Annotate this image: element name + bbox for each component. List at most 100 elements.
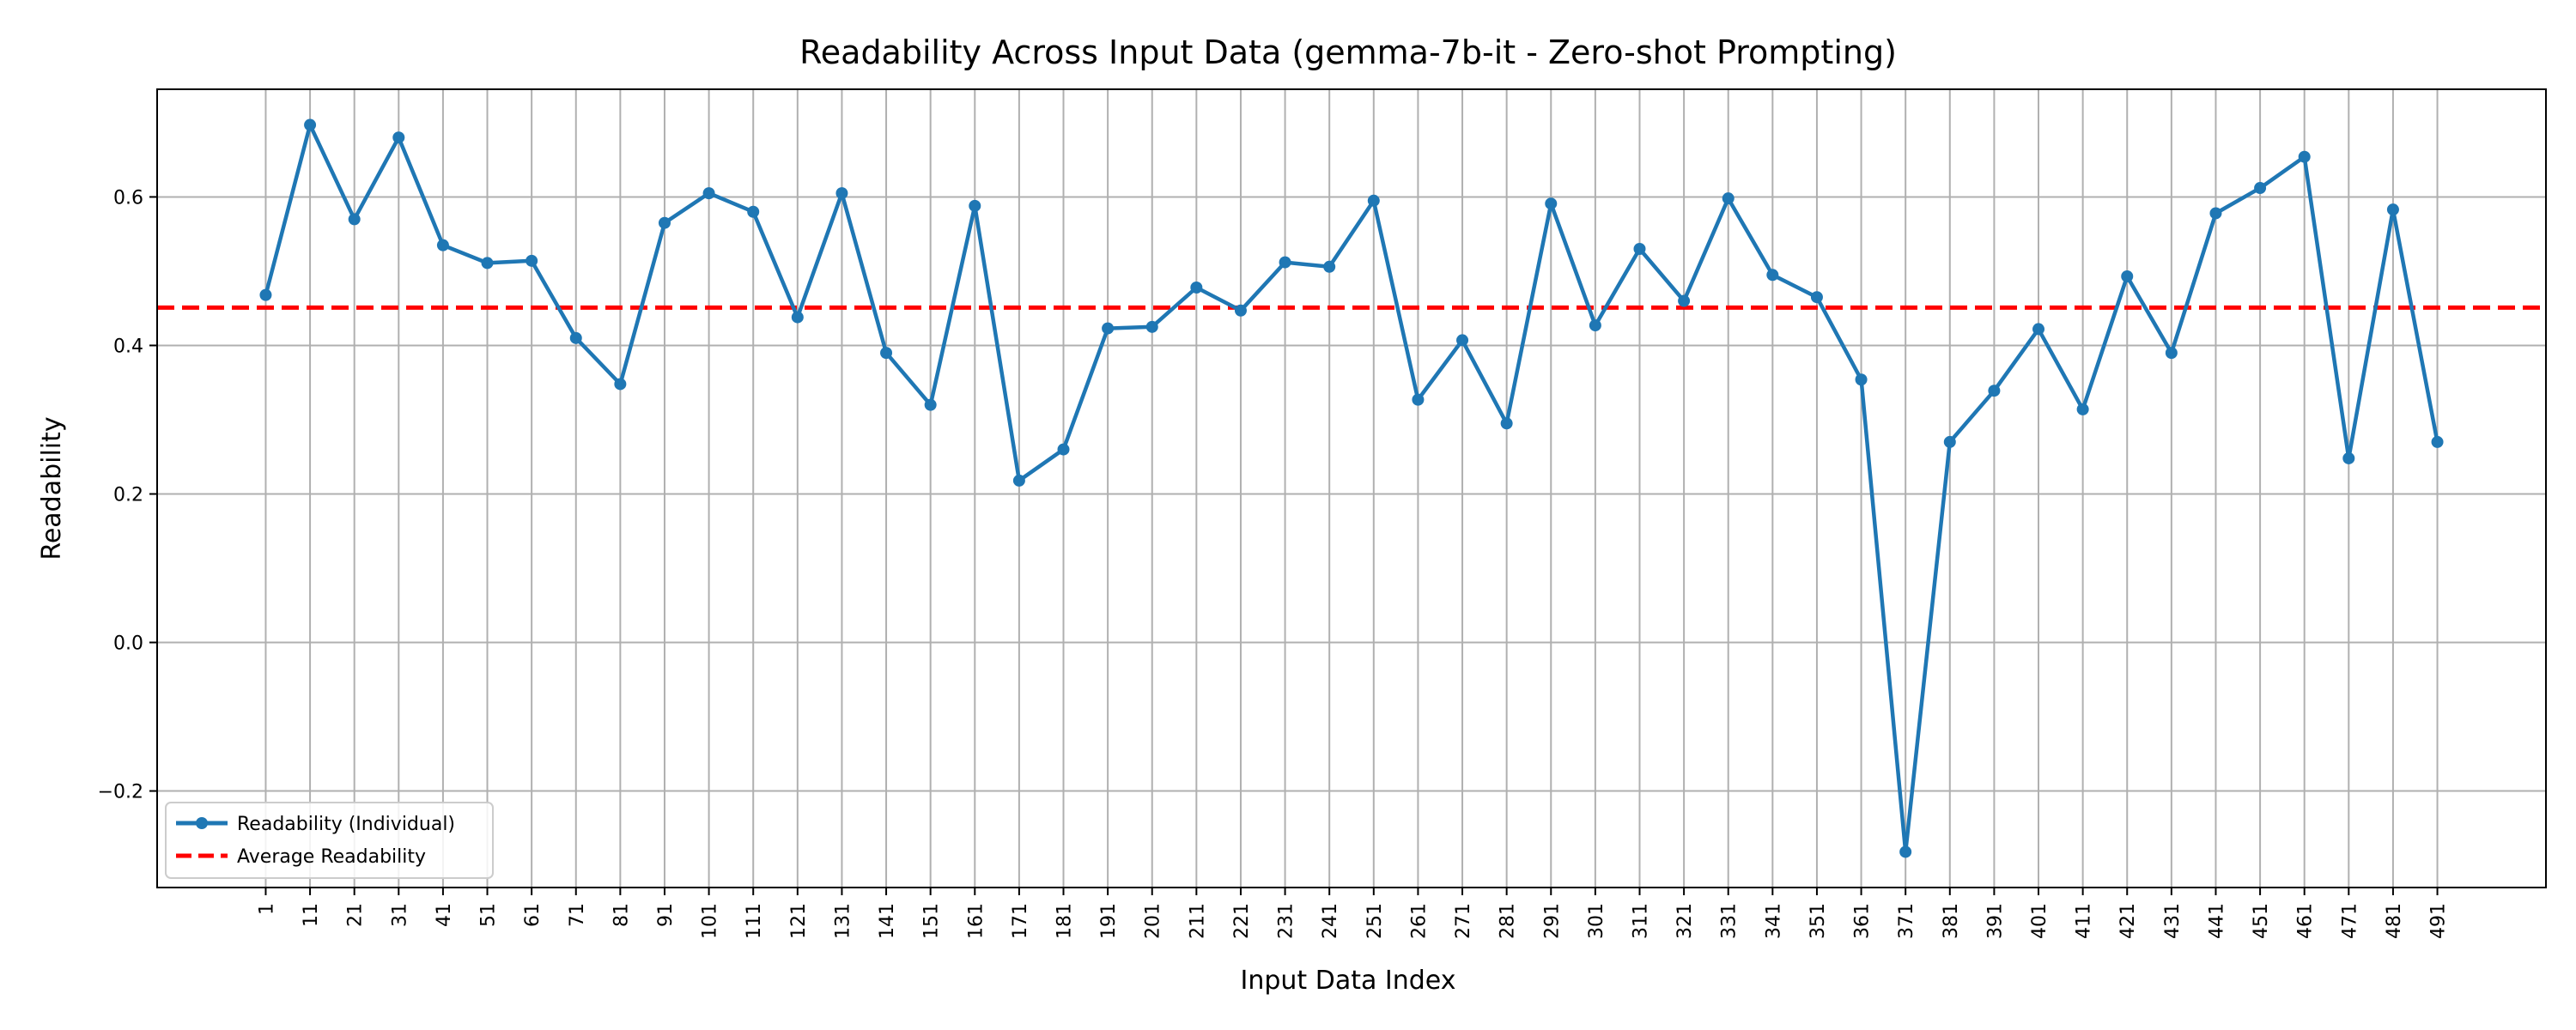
x-tick-label: 61 xyxy=(522,903,544,927)
y-tick-label: −0.2 xyxy=(98,782,143,803)
x-tick-label: 11 xyxy=(301,903,322,927)
readability-point xyxy=(569,331,582,344)
readability-point xyxy=(614,378,627,391)
x-tick-label: 101 xyxy=(700,903,721,939)
readability-point xyxy=(969,199,981,212)
readability-point xyxy=(702,187,715,200)
x-tick-label: 391 xyxy=(1984,903,2006,939)
readability-series-line xyxy=(264,123,2439,854)
x-tick-label: 311 xyxy=(1630,903,1651,939)
readability-point xyxy=(1500,417,1513,430)
legend-box xyxy=(165,802,494,879)
x-tick-label: 261 xyxy=(1408,903,1430,939)
x-tick-label: 411 xyxy=(2074,903,2095,939)
x-tick-label: 21 xyxy=(345,903,367,927)
x-tick-label: 471 xyxy=(2339,903,2360,939)
readability-point xyxy=(2121,270,2134,283)
readability-point xyxy=(1589,319,1601,332)
readability-point xyxy=(2342,451,2355,464)
x-tick-label: 1 xyxy=(256,903,277,915)
x-axis-label: Input Data Index xyxy=(1241,966,1456,996)
y-tick-label: 0.2 xyxy=(113,484,143,506)
readability-point xyxy=(304,118,317,131)
x-tick-label: 271 xyxy=(1453,903,1474,939)
readability-point xyxy=(1810,291,1823,304)
x-tick-label: 361 xyxy=(1852,903,1874,939)
readability-point xyxy=(2209,207,2222,220)
readability-point xyxy=(1678,294,1691,307)
x-tick-label: 81 xyxy=(611,903,632,927)
readability-point xyxy=(1279,256,1291,269)
x-tick-label: 161 xyxy=(965,903,987,939)
x-tick-label: 431 xyxy=(2162,903,2184,939)
readability-point xyxy=(1988,385,2001,397)
legend: Readability (Individual) Average Readabi… xyxy=(165,802,494,879)
readability-point xyxy=(1234,304,1247,317)
x-tick-label: 121 xyxy=(788,903,810,939)
x-tick-label: 181 xyxy=(1054,903,1076,939)
x-tick-label: 221 xyxy=(1231,903,1253,939)
readability-point xyxy=(259,288,272,301)
x-tick-label: 231 xyxy=(1276,903,1297,939)
readability-point xyxy=(2254,182,2267,195)
readability-point xyxy=(2165,347,2178,360)
x-tick-label: 71 xyxy=(567,903,588,927)
x-tick-label: 41 xyxy=(434,903,455,927)
x-tick-label: 461 xyxy=(2295,903,2317,939)
legend-marker-individual xyxy=(196,817,208,829)
readability-point xyxy=(1145,320,1158,333)
readability-point xyxy=(791,311,804,324)
x-tick-label: 281 xyxy=(1498,903,1519,939)
readability-point xyxy=(835,187,848,200)
chart-title: Readability Across Input Data (gemma-7b-… xyxy=(799,33,1897,71)
x-tick-label: 351 xyxy=(1807,903,1829,939)
x-tick-label: 131 xyxy=(832,903,854,939)
x-tick-label: 301 xyxy=(1586,903,1607,939)
readability-point xyxy=(1012,474,1025,487)
x-ticks: 1 11 21 31 41 51 61 71 81 91 101 111 121 131 141 151 161… xyxy=(256,888,2450,939)
x-tick-label: 481 xyxy=(2384,903,2405,939)
x-tick-label: 151 xyxy=(921,903,943,939)
readability-point xyxy=(2032,323,2045,336)
readability-point xyxy=(1323,260,1336,273)
x-tick-label: 381 xyxy=(1941,903,1962,939)
x-tick-label: 321 xyxy=(1674,903,1696,939)
readability-point xyxy=(2431,435,2444,448)
legend-label-average: Average Readability xyxy=(237,846,426,868)
x-tick-label: 141 xyxy=(877,903,898,939)
readability-point xyxy=(1545,197,1558,210)
readability-point xyxy=(1943,435,1956,448)
y-ticks: −0.2 0.0 0.2 0.4 0.6 xyxy=(98,187,157,803)
x-tick-label: 401 xyxy=(2029,903,2050,939)
y-tick-label: 0.0 xyxy=(113,633,143,655)
x-tick-label: 111 xyxy=(744,903,765,939)
x-tick-label: 291 xyxy=(1541,903,1563,939)
x-tick-label: 51 xyxy=(478,903,500,927)
y-tick-label: 0.6 xyxy=(113,187,143,209)
readability-point xyxy=(1456,334,1469,347)
readability-point xyxy=(1190,281,1203,294)
legend-label-individual: Readability (Individual) xyxy=(237,814,455,835)
readability-point xyxy=(526,254,538,267)
x-tick-label: 91 xyxy=(655,903,677,927)
readability-point xyxy=(1057,443,1070,456)
x-tick-label: 371 xyxy=(1896,903,1917,939)
readability-point xyxy=(1722,192,1735,205)
series-layer xyxy=(259,118,2444,858)
readability-point xyxy=(1367,194,1380,207)
y-axis-label: Readability xyxy=(37,416,67,560)
readability-point xyxy=(2298,150,2311,163)
readability-point xyxy=(747,205,760,218)
x-tick-label: 251 xyxy=(1364,903,1386,939)
x-tick-label: 31 xyxy=(389,903,410,927)
x-tick-label: 331 xyxy=(1719,903,1741,939)
readability-point xyxy=(1633,243,1646,255)
readability-point xyxy=(658,216,671,229)
readability-point xyxy=(2386,203,2399,216)
readability-point xyxy=(1766,269,1779,282)
readability-point xyxy=(1412,393,1425,406)
readability-point xyxy=(1855,373,1868,386)
y-tick-label: 0.4 xyxy=(113,336,143,357)
readability-point xyxy=(880,347,893,360)
